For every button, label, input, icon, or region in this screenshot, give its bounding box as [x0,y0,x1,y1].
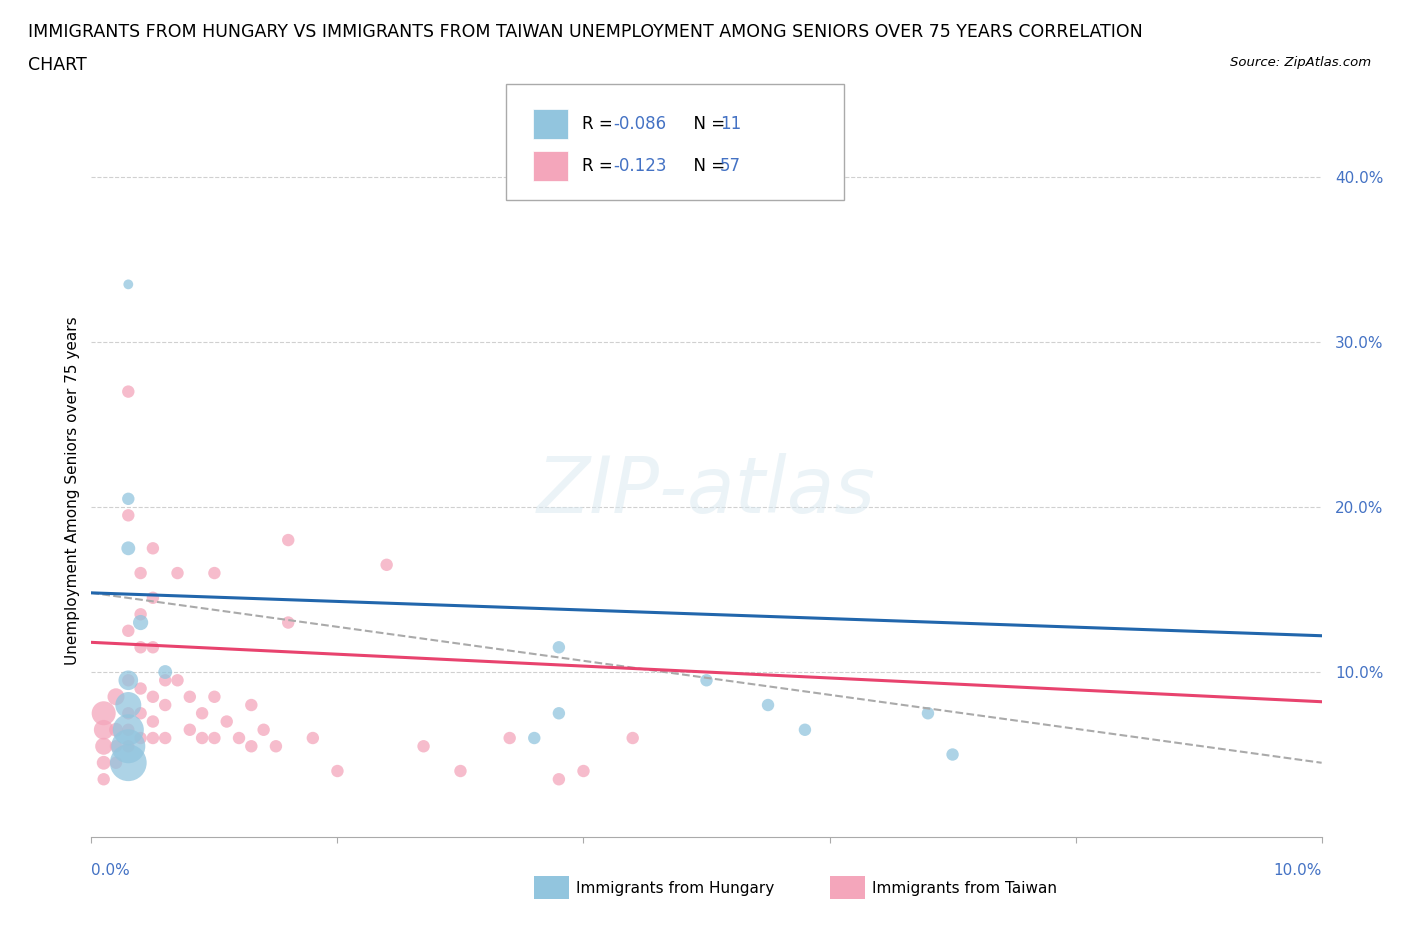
Point [117,706,139,721]
Point [93,738,115,753]
Point [142,541,165,556]
Point [215,714,238,729]
Point [129,615,152,630]
Point [547,772,569,787]
Point [166,565,188,580]
Point [117,723,139,737]
Point [129,706,152,721]
Point [253,723,276,737]
Text: R =: R = [582,115,619,133]
Point [326,764,349,778]
Point [793,723,815,737]
Point [129,607,152,622]
Point [117,277,139,292]
Text: ZIP­atlas: ZIP­atlas [537,453,876,528]
Point [264,738,287,753]
Point [117,738,139,753]
Point [449,764,471,778]
Point [179,723,201,737]
Text: -0.123: -0.123 [613,157,666,175]
Point [93,755,115,770]
Point [277,615,299,630]
Point [129,640,152,655]
Point [166,672,188,687]
Point [191,731,214,746]
Point [523,731,546,746]
Text: N =: N = [683,157,731,175]
Point [277,533,299,548]
Point [117,698,139,712]
Point [240,698,263,712]
Point [179,689,201,704]
Point [129,731,152,746]
Point [142,689,165,704]
Point [202,731,225,746]
Point [942,747,965,762]
Point [117,672,139,687]
Point [917,706,939,721]
Text: 57: 57 [720,157,741,175]
Point [142,731,165,746]
Point [117,672,139,687]
Text: IMMIGRANTS FROM HUNGARY VS IMMIGRANTS FROM TAIWAN UNEMPLOYMENT AMONG SENIORS OVE: IMMIGRANTS FROM HUNGARY VS IMMIGRANTS FR… [28,23,1143,41]
Point [191,706,214,721]
Text: Source: ZipAtlas.com: Source: ZipAtlas.com [1230,56,1371,69]
Text: Immigrants from Taiwan: Immigrants from Taiwan [872,881,1057,896]
Point [202,689,225,704]
Point [572,764,595,778]
Point [142,714,165,729]
Text: 0.0%: 0.0% [91,863,131,878]
Point [129,565,152,580]
Point [240,738,263,753]
Point [105,689,127,704]
Point [105,738,127,753]
Point [202,565,225,580]
Point [93,772,115,787]
Point [153,672,177,687]
Point [117,738,139,753]
Point [117,541,139,556]
Text: -0.086: -0.086 [613,115,666,133]
Y-axis label: Unemployment Among Seniors over 75 years: Unemployment Among Seniors over 75 years [65,316,80,665]
Point [117,755,139,770]
Point [105,723,127,737]
Point [142,640,165,655]
Point [117,623,139,638]
Text: Immigrants from Hungary: Immigrants from Hungary [576,881,775,896]
Point [153,698,177,712]
Point [117,384,139,399]
Text: 10.0%: 10.0% [1274,863,1322,878]
Point [117,723,139,737]
Point [129,681,152,696]
Point [301,731,323,746]
Text: 11: 11 [720,115,741,133]
Point [375,557,398,572]
Point [228,731,250,746]
Point [153,731,177,746]
Point [696,672,718,687]
Point [547,706,569,721]
Point [93,723,115,737]
Point [105,755,127,770]
Text: N =: N = [683,115,731,133]
Point [621,731,644,746]
Text: CHART: CHART [28,56,87,73]
Point [117,508,139,523]
Point [142,591,165,605]
Point [547,640,569,655]
Point [412,738,434,753]
Point [93,706,115,721]
Point [498,731,520,746]
Point [153,665,177,680]
Text: R =: R = [582,157,619,175]
Point [117,491,139,506]
Point [756,698,779,712]
